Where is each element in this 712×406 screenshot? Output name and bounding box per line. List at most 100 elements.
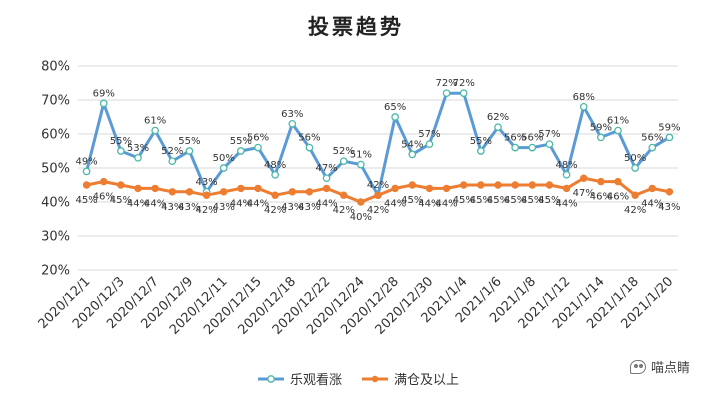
data-label: 68% xyxy=(573,92,595,103)
data-point xyxy=(408,150,417,159)
data-label: 42% xyxy=(624,205,646,216)
data-point xyxy=(597,177,605,186)
data-point xyxy=(442,89,451,98)
data-point xyxy=(340,191,348,199)
series-layer: 49%69%55%53%61%52%55%43%50%55%56%48%63%5… xyxy=(75,78,680,223)
data-point xyxy=(322,174,331,183)
data-label: 43% xyxy=(195,177,217,188)
data-label: 61% xyxy=(144,116,166,127)
data-label: 50% xyxy=(624,153,646,164)
data-point xyxy=(168,157,177,166)
data-label: 59% xyxy=(658,122,680,133)
data-point xyxy=(545,181,554,189)
data-label: 45% xyxy=(538,195,560,206)
data-point xyxy=(665,188,674,196)
data-label: 42% xyxy=(264,205,286,216)
data-point xyxy=(545,140,554,149)
data-label: 53% xyxy=(127,143,149,154)
data-label: 45% xyxy=(75,195,97,206)
data-label: 44% xyxy=(247,198,269,209)
data-point xyxy=(665,133,674,142)
data-label: 47% xyxy=(315,163,337,174)
data-label: 69% xyxy=(93,88,115,99)
data-label: 43% xyxy=(281,202,303,213)
data-point xyxy=(477,181,485,189)
data-point xyxy=(185,147,194,155)
legend: 乐观看涨 满仓及以上 xyxy=(258,372,459,388)
data-point xyxy=(494,181,502,189)
data-label: 55% xyxy=(178,136,200,147)
data-label: 44% xyxy=(144,198,166,209)
data-label: 48% xyxy=(264,160,286,171)
data-label: 57% xyxy=(418,129,440,140)
data-label: 44% xyxy=(230,198,252,209)
data-point xyxy=(648,143,657,152)
data-label: 44% xyxy=(641,198,663,209)
data-point xyxy=(202,191,211,199)
data-label: 57% xyxy=(538,129,560,140)
data-label: 47% xyxy=(573,188,595,199)
data-point xyxy=(134,153,142,162)
data-label: 43% xyxy=(178,202,200,213)
data-point xyxy=(288,188,296,196)
data-label: 56% xyxy=(521,133,543,144)
data-label: 52% xyxy=(333,146,355,157)
data-point xyxy=(151,184,159,193)
data-point xyxy=(82,167,91,176)
data-label: 46% xyxy=(93,192,115,203)
data-point xyxy=(271,191,279,199)
data-label: 62% xyxy=(487,112,509,123)
data-point xyxy=(117,181,125,189)
data-label: 44% xyxy=(418,198,440,209)
y-tick-label: 30% xyxy=(41,230,70,245)
data-label: 44% xyxy=(435,198,457,209)
data-point xyxy=(391,184,399,193)
legend-label: 满仓及以上 xyxy=(394,373,459,388)
data-point xyxy=(459,89,468,98)
data-point xyxy=(220,188,228,196)
data-point xyxy=(511,143,519,152)
data-label: 42% xyxy=(367,180,389,191)
data-label: 45% xyxy=(521,195,543,206)
data-point xyxy=(494,123,502,132)
data-point xyxy=(339,157,348,166)
data-point xyxy=(322,184,331,193)
data-point xyxy=(254,184,262,193)
watermark-text: 喵点睛 xyxy=(650,361,690,376)
data-point xyxy=(528,143,537,152)
data-point xyxy=(579,102,588,111)
wechat-icon xyxy=(629,359,646,374)
data-label: 46% xyxy=(607,192,629,203)
data-label: 56% xyxy=(504,133,526,144)
data-label: 52% xyxy=(161,146,183,157)
data-point xyxy=(425,140,434,149)
data-label: 46% xyxy=(590,192,612,203)
data-point xyxy=(460,181,468,189)
data-label: 48% xyxy=(555,160,577,171)
x-axis: 2020/12/12020/12/32020/12/72020/12/92020… xyxy=(36,274,677,338)
data-point xyxy=(631,164,639,172)
data-label: 45% xyxy=(487,195,509,206)
chart-title: 投票趋势 xyxy=(308,14,404,39)
data-point xyxy=(511,181,519,189)
data-label: 45% xyxy=(470,195,492,206)
data-point xyxy=(357,198,365,206)
data-label: 49% xyxy=(75,156,97,167)
data-label: 43% xyxy=(298,202,320,213)
data-label: 44% xyxy=(384,198,406,209)
data-label: 55% xyxy=(470,136,492,147)
y-tick-label: 40% xyxy=(41,196,70,211)
data-point xyxy=(562,184,571,193)
data-label: 42% xyxy=(333,205,355,216)
legend-marker xyxy=(267,375,275,383)
data-label: 45% xyxy=(401,195,423,206)
data-label: 51% xyxy=(350,150,372,161)
data-label: 59% xyxy=(590,122,612,133)
data-label: 42% xyxy=(195,205,217,216)
data-label: 50% xyxy=(213,153,235,164)
data-label: 72% xyxy=(435,78,457,89)
data-point xyxy=(614,126,622,135)
data-label: 44% xyxy=(555,198,577,209)
data-label: 56% xyxy=(298,133,320,144)
data-point xyxy=(614,177,622,186)
